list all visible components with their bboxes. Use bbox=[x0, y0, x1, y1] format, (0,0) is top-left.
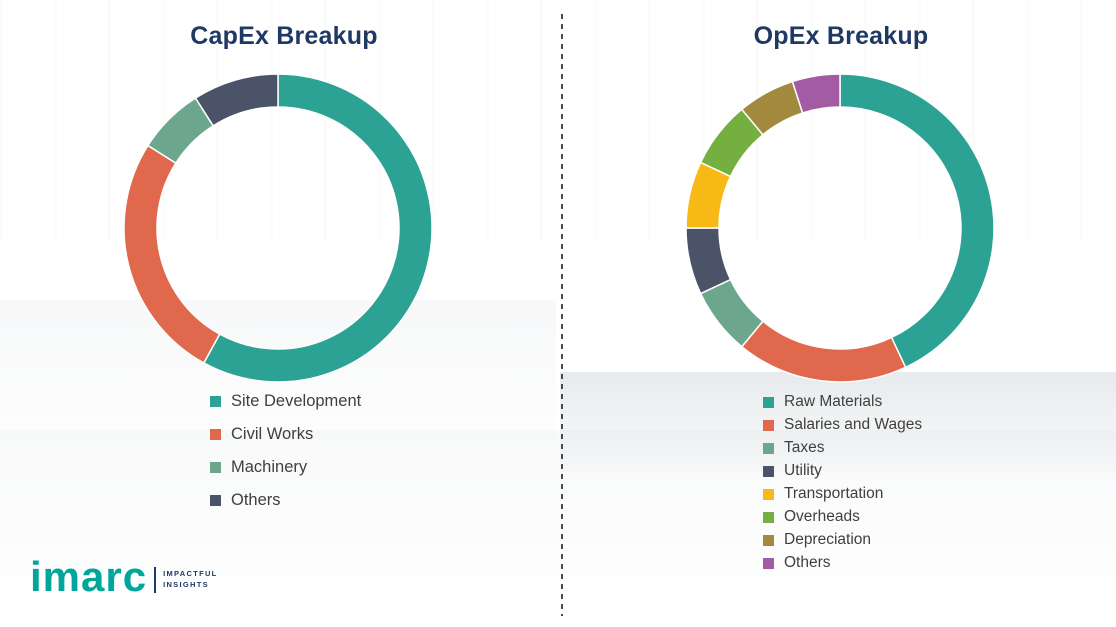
opex-donut-chart bbox=[685, 73, 995, 383]
legend-swatch bbox=[210, 396, 221, 407]
donut-slice-others bbox=[194, 73, 279, 127]
legend-item: Taxes bbox=[763, 439, 922, 457]
legend-label: Depreciation bbox=[784, 531, 872, 548]
legend-swatch bbox=[763, 419, 774, 431]
legend-item: Site Development bbox=[210, 392, 361, 411]
legend-swatch bbox=[763, 465, 774, 477]
legend-swatch bbox=[210, 495, 221, 506]
imarc-logo: imarc IMPACTFUL INSIGHTS bbox=[30, 556, 218, 598]
capex-chart-title: CapEx Breakup bbox=[190, 22, 378, 50]
donut-slice-civil-works bbox=[123, 144, 221, 364]
legend-swatch bbox=[210, 429, 221, 440]
legend-label: Civil Works bbox=[231, 425, 314, 443]
dashed-divider bbox=[561, 14, 563, 616]
legend-label: Others bbox=[784, 554, 831, 571]
legend-item: Overheads bbox=[763, 508, 922, 526]
legend-swatch bbox=[210, 462, 221, 473]
opex-chart-title: OpEx Breakup bbox=[753, 22, 929, 50]
legend-item: Machinery bbox=[210, 458, 361, 477]
legend-swatch bbox=[763, 396, 774, 408]
legend-item: Others bbox=[210, 491, 361, 510]
donut-slice-others bbox=[791, 73, 841, 114]
logo-tagline-line1: IMPACTFUL bbox=[163, 569, 218, 579]
legend-item: Transportation bbox=[763, 485, 922, 503]
legend-label: Others bbox=[231, 491, 281, 509]
legend-label: Machinery bbox=[231, 458, 308, 476]
legend-swatch bbox=[763, 442, 774, 454]
legend-label: Utility bbox=[784, 462, 822, 479]
legend-label: Taxes bbox=[784, 439, 825, 456]
legend-swatch bbox=[763, 557, 774, 569]
legend-swatch bbox=[763, 488, 774, 500]
capex-legend: Site Development Civil Works Machinery Othe… bbox=[210, 392, 361, 524]
donut-slice-site-development bbox=[202, 73, 433, 383]
legend-item: Raw Materials bbox=[763, 393, 922, 411]
legend-label: Raw Materials bbox=[784, 393, 883, 410]
donut-slice-raw-materials bbox=[839, 73, 995, 369]
legend-item: Salaries and Wages bbox=[763, 416, 922, 434]
opex-legend: Raw Materials Salaries and Wages Taxes Util… bbox=[763, 393, 922, 577]
legend-label: Salaries and Wages bbox=[784, 416, 923, 433]
logo-tagline: IMPACTFUL INSIGHTS bbox=[163, 569, 217, 591]
legend-swatch bbox=[763, 534, 774, 546]
legend-item: Depreciation bbox=[763, 531, 922, 549]
legend-item: Others bbox=[763, 554, 922, 572]
legend-label: Transportation bbox=[784, 485, 884, 502]
legend-item: Utility bbox=[763, 462, 922, 480]
legend-label: Site Development bbox=[231, 392, 362, 410]
logo-divider-bar bbox=[154, 567, 157, 593]
logo-brand-text: imarc bbox=[30, 553, 148, 600]
legend-label: Overheads bbox=[784, 508, 860, 525]
capex-donut-chart bbox=[123, 73, 433, 383]
logo-tagline-line2: INSIGHTS bbox=[163, 580, 209, 589]
legend-item: Civil Works bbox=[210, 425, 361, 444]
legend-swatch bbox=[763, 511, 774, 523]
donut-slice-salaries-and-wages bbox=[740, 320, 907, 383]
